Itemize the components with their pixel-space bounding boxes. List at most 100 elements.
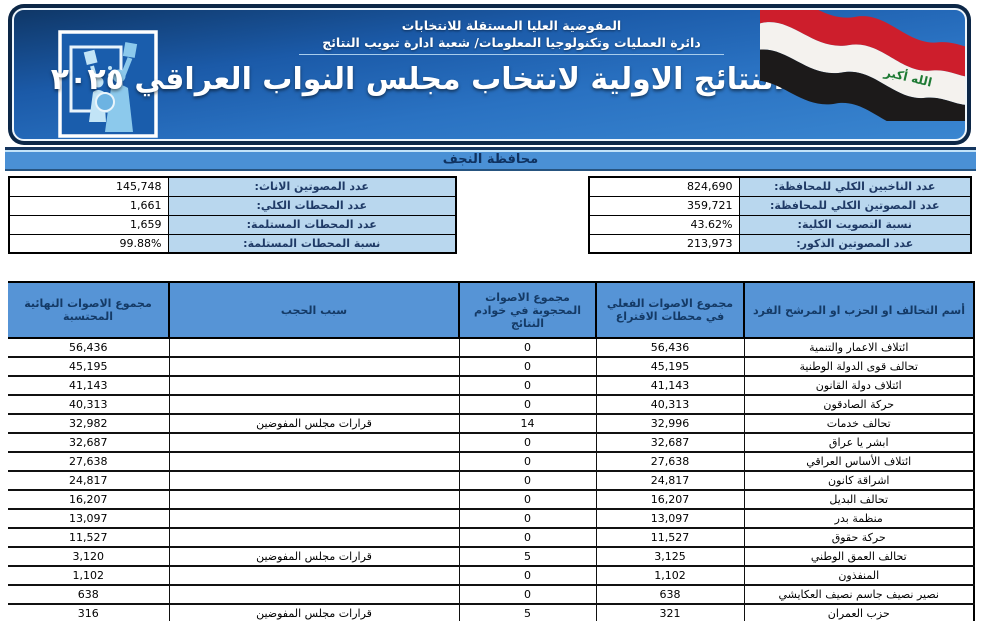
results-row: اشراقة كانون 24,817 0 24,817 [8,470,975,491]
cell-final-votes: 316 [8,603,170,621]
summary-value: 824,690 [588,176,740,197]
cell-final-votes: 3,120 [8,546,170,567]
cell-station-votes: 638 [595,584,745,605]
summary-value: 43.62% [588,214,740,235]
cell-coalition-name: ائتلاف الاعمار والتنمية [743,337,975,358]
summary-value: 145,748 [8,176,169,197]
cell-final-votes: 32,687 [8,432,170,453]
summary-row: عدد المحطات الكلي: 1,661 [8,195,457,216]
cell-station-votes: 56,436 [595,337,745,358]
cell-final-votes: 56,436 [8,337,170,358]
header-blocked-votes: مجموع الاصوات المحجوبة في خوادم النتائج [458,281,597,339]
cell-final-votes: 40,313 [8,394,170,415]
header-org-line2: دائرة العمليات وتكنولوجيا المعلومات/ شعب… [322,35,701,50]
results-table: أسم التحالف او الحزب او المرشح الفرد مجم… [8,281,975,621]
summary-label: عدد المحطات الكلي: [167,195,457,216]
results-row: حركة الصادقون 40,313 0 40,313 [8,394,975,415]
cell-blocked-votes: 0 [458,337,597,358]
cell-station-votes: 24,817 [595,470,745,491]
cell-coalition-name: ائتلاف دولة القانون [743,375,975,396]
results-row: المنفذون 1,102 0 1,102 [8,565,975,586]
summary-value: 99.88% [8,233,169,254]
cell-block-reason [168,394,460,415]
cell-block-reason [168,375,460,396]
cell-blocked-votes: 0 [458,584,597,605]
ihec-logo-icon [58,30,158,138]
header-org-line1: المفوضية العليا المستقلة للانتخابات [401,18,622,33]
cell-blocked-votes: 0 [458,356,597,377]
cell-block-reason [168,470,460,491]
header-final-votes: مجموع الاصوات النهائية المحتسبة [8,281,170,339]
summary-row: عدد المحطات المستلمة: 1,659 [8,214,457,235]
summary-label: عدد المصوتين الكلي للمحافظة: [738,195,972,216]
cell-final-votes: 11,527 [8,527,170,548]
governorate-title: محافظة النجف [442,152,539,167]
results-row: تحالف البديل 16,207 0 16,207 [8,489,975,510]
summary-row: نسبة التصويت الكلية: 43.62% [588,214,972,235]
cell-station-votes: 1,102 [595,565,745,586]
cell-final-votes: 32,982 [8,413,170,434]
header-divider [298,54,725,55]
summary-label: عدد المصوتين الذكور: [738,233,972,254]
cell-final-votes: 41,143 [8,375,170,396]
cell-final-votes: 13,097 [8,508,170,529]
cell-station-votes: 321 [595,603,745,621]
header-coalition-name: أسم التحالف او الحزب او المرشح الفرد [743,281,975,339]
cell-blocked-votes: 0 [458,489,597,510]
cell-coalition-name: اشراقة كانون [743,470,975,491]
results-row: تحالف قوى الدولة الوطنية 45,195 0 45,195 [8,356,975,377]
cell-blocked-votes: 0 [458,451,597,472]
results-row: ائتلاف دولة القانون 41,143 0 41,143 [8,375,975,396]
cell-coalition-name: المنفذون [743,565,975,586]
cell-blocked-votes: 0 [458,508,597,529]
summary-value: 1,661 [8,195,169,216]
cell-block-reason: قرارات مجلس المفوضين [168,546,460,567]
summary-label: عدد المحطات المستلمة: [167,214,457,235]
summary-value: 213,973 [588,233,740,254]
cell-station-votes: 32,996 [595,413,745,434]
results-row: ائتلاف الاعمار والتنمية 56,436 0 56,436 [8,337,975,358]
results-header-row: أسم التحالف او الحزب او المرشح الفرد مجم… [8,281,975,339]
cell-coalition-name: حركة حقوق [743,527,975,548]
cell-block-reason [168,337,460,358]
cell-blocked-votes: 0 [458,470,597,491]
cell-coalition-name: تحالف خدمات [743,413,975,434]
header-banner: المفوضية العليا المستقلة للانتخابات دائر… [8,4,971,145]
cell-coalition-name: تحالف قوى الدولة الوطنية [743,356,975,377]
cell-coalition-name: تحالف البديل [743,489,975,510]
cell-block-reason [168,527,460,548]
results-row: تحالف خدمات 32,996 14 قرارات مجلس المفوضين 3… [8,413,975,434]
results-row: حركة حقوق 11,527 0 11,527 [8,527,975,548]
cell-block-reason: قرارات مجلس المفوضين [168,603,460,621]
cell-block-reason [168,432,460,453]
header-station-votes: مجموع الاصوات الفعلي في محطات الاقتراع [595,281,745,339]
cell-blocked-votes: 5 [458,546,597,567]
summary-row: عدد المصوتين الذكور: 213,973 [588,233,972,254]
results-row: ابشر يا عراق 32,687 0 32,687 [8,432,975,453]
summary-label: نسبة التصويت الكلية: [738,214,972,235]
cell-block-reason [168,565,460,586]
cell-block-reason [168,451,460,472]
cell-coalition-name: ابشر يا عراق [743,432,975,453]
cell-blocked-votes: 5 [458,603,597,621]
cell-station-votes: 40,313 [595,394,745,415]
cell-coalition-name: نصير نصيف جاسم نصيف العكايشي [743,584,975,605]
cell-blocked-votes: 0 [458,394,597,415]
header-block-reason: سبب الحجب [168,281,460,339]
results-row: منظمة بدر 13,097 0 13,097 [8,508,975,529]
cell-coalition-name: منظمة بدر [743,508,975,529]
page-title: النتائج الاولية لانتخاب مجلس النواب العر… [50,62,785,97]
cell-coalition-name: حركة الصادقون [743,394,975,415]
cell-final-votes: 24,817 [8,470,170,491]
cell-block-reason [168,489,460,510]
cell-block-reason [168,584,460,605]
cell-station-votes: 45,195 [595,356,745,377]
summary-row: عدد الناخبين الكلي للمحافظة: 824,690 [588,176,972,197]
cell-blocked-votes: 0 [458,375,597,396]
cell-final-votes: 16,207 [8,489,170,510]
cell-blocked-votes: 14 [458,413,597,434]
cell-block-reason: قرارات مجلس المفوضين [168,413,460,434]
summary-table-left: عدد المصوتين الاناث: 145,748 عدد المحطات ا… [8,176,457,254]
header-text-block: المفوضية العليا المستقلة للانتخابات دائر… [50,17,785,97]
cell-station-votes: 27,638 [595,451,745,472]
